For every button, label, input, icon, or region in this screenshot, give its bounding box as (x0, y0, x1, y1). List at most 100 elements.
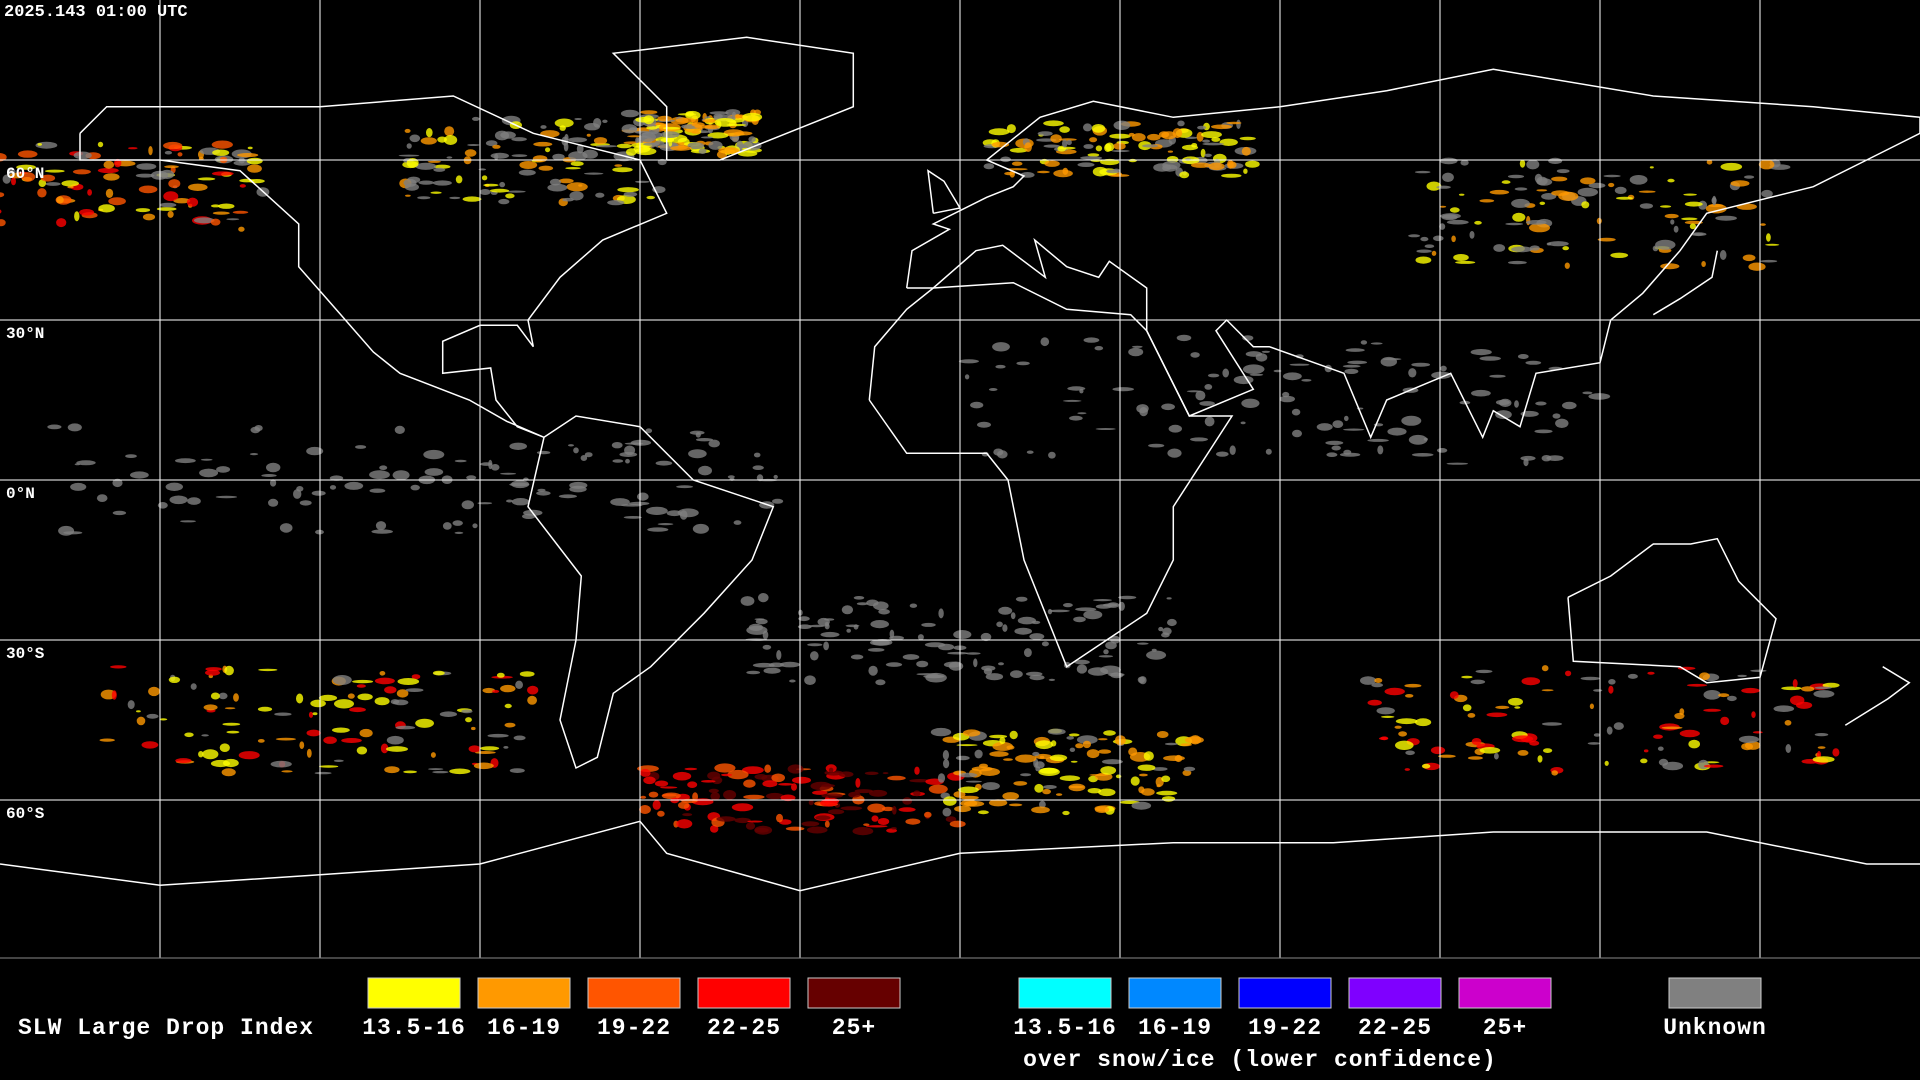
cloud-patch (386, 735, 404, 745)
cloud-patch (1197, 125, 1207, 130)
cloud-patch (1438, 754, 1456, 758)
cloud-patch (854, 789, 873, 794)
cloud-patch (1562, 401, 1577, 410)
cloud-patch (983, 163, 995, 170)
cloud-patch (762, 630, 769, 640)
cloud-patch (481, 175, 488, 181)
cloud-patch (1074, 659, 1090, 665)
cloud-patch (454, 531, 464, 535)
cloud-patch (1588, 393, 1611, 400)
cloud-patch (1059, 126, 1070, 133)
cloud-patch (1048, 678, 1056, 682)
cloud-patch (1026, 450, 1034, 454)
cloud-patch (1047, 728, 1066, 735)
cloud-patch (700, 136, 714, 139)
cloud-patch (1204, 416, 1215, 427)
cloud-patch (177, 152, 183, 157)
cloud-patch (1098, 788, 1116, 797)
cloud-patch (1093, 599, 1112, 602)
cloud-patch (562, 197, 574, 202)
legend-label: 16-19 (487, 1015, 561, 1041)
cloud-patch (163, 141, 183, 150)
cloud-patch (70, 482, 87, 491)
cloud-patch (406, 143, 412, 149)
cloud-patch (1581, 201, 1590, 209)
cloud-patch (646, 195, 655, 200)
cloud-patch (1681, 217, 1698, 221)
cloud-patch (1639, 203, 1653, 209)
cloud-patch (1643, 749, 1649, 753)
cloud-patch (710, 825, 719, 833)
cloud-patch (375, 521, 387, 531)
cloud-patch (369, 470, 390, 480)
cloud-patch (16, 164, 36, 170)
cloud-patch (578, 184, 583, 187)
cloud-patch (1543, 748, 1553, 753)
cloud-patch (593, 137, 608, 145)
cloud-patch (74, 211, 80, 222)
cloud-patch (965, 780, 982, 783)
cloud-patch (1202, 139, 1210, 143)
cloud-patch (257, 706, 273, 712)
cloud-patch (258, 668, 278, 672)
cloud-patch (270, 479, 277, 487)
cloud-patch (704, 116, 711, 119)
cloud-patch (427, 160, 441, 163)
cloud-patch (261, 474, 277, 477)
cloud-patch (917, 634, 924, 641)
cloud-patch (958, 359, 980, 364)
cloud-patch (882, 772, 889, 775)
cloud-patch (637, 492, 649, 501)
cloud-patch (1332, 420, 1344, 428)
cloud-patch (1556, 169, 1570, 174)
cloud-patch (1265, 448, 1272, 455)
cloud-patch (511, 498, 530, 506)
legend-label: 22-25 (1358, 1015, 1432, 1041)
cloud-patch (157, 502, 168, 509)
cloud-patch (763, 667, 781, 674)
cloud-patch (1049, 754, 1068, 762)
cloud-patch (1703, 690, 1721, 700)
cloud-patch (723, 129, 744, 137)
cloud-patch (958, 772, 978, 778)
cloud-patch (1647, 671, 1655, 675)
cloud-patch (1239, 136, 1256, 141)
cloud-patch (175, 458, 196, 464)
cloud-patch (1610, 252, 1629, 258)
cloud-patch (1118, 595, 1137, 600)
cloud-patch (718, 147, 740, 154)
cloud-patch (1374, 678, 1383, 683)
cloud-patch (687, 142, 705, 150)
cloud-patch (349, 707, 366, 713)
cloud-patch (797, 624, 812, 629)
cloud-patch (675, 117, 696, 123)
cloud-patch (1758, 159, 1775, 170)
cloud-patch (1190, 437, 1208, 442)
cloud-patch (1801, 686, 1815, 692)
cloud-patch (257, 739, 265, 743)
cloud-patch (595, 145, 618, 148)
cloud-patch (56, 196, 64, 204)
cloud-patch (635, 180, 650, 183)
legend-label: Unknown (1663, 1015, 1767, 1041)
cloud-patch (1076, 664, 1088, 674)
cloud-patch (79, 209, 95, 216)
cloud-patch (211, 140, 233, 149)
cloud-patch (128, 147, 138, 150)
cloud-patch (423, 449, 445, 460)
cloud-patch (341, 738, 362, 743)
cloud-patch (1024, 142, 1032, 153)
cloud-patch (433, 167, 446, 172)
legend-swatch (1458, 977, 1552, 1009)
legend-swatch (697, 977, 791, 1009)
cloud-patch (748, 136, 756, 143)
cloud-patch (1041, 641, 1049, 647)
cloud-patch (1741, 687, 1760, 694)
cloud-patch (866, 825, 888, 828)
cloud-patch (1667, 178, 1675, 183)
cloud-patch (1440, 365, 1447, 372)
cloud-patch (538, 165, 554, 171)
cloud-patch (1384, 687, 1405, 696)
cloud-patch (164, 165, 179, 169)
